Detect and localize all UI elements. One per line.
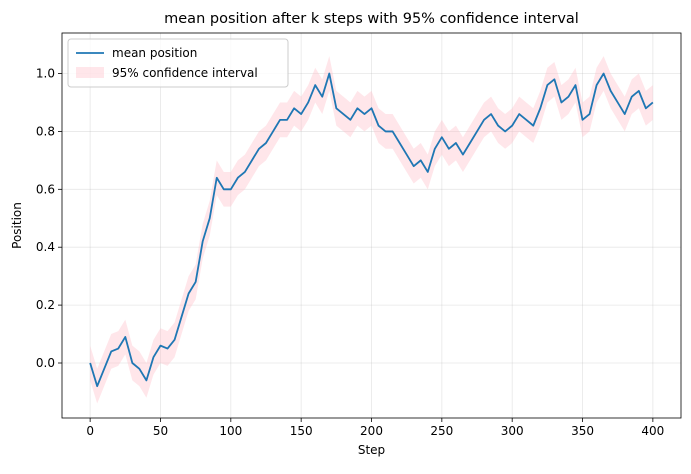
confidence-band <box>90 56 653 404</box>
legend-label-confidence-interval: 95% confidence interval <box>112 66 258 80</box>
mean-position-line <box>89 72 654 388</box>
y-tick-label: 0.8 <box>36 124 55 138</box>
y-tick-label: 0.4 <box>36 240 55 254</box>
ticks: 0 50 100 150 200 250 300 350 400 0.0 0.2 0.4 0.6 0.8 1… <box>36 67 664 438</box>
x-tick-label: 0 <box>86 424 94 438</box>
x-tick-label: 350 <box>571 424 594 438</box>
y-tick-label: 0.6 <box>36 182 55 196</box>
y-tick-label: 0.2 <box>36 298 55 312</box>
x-tick-label: 300 <box>501 424 524 438</box>
x-tick-label: 150 <box>290 424 313 438</box>
legend-label-mean-position: mean position <box>112 46 197 60</box>
x-tick-label: 400 <box>641 424 664 438</box>
y-axis-label: Position <box>10 202 24 249</box>
chart-title: mean position after k steps with 95% con… <box>164 11 579 27</box>
legend-box <box>67 38 289 88</box>
x-tick-label: 50 <box>153 424 168 438</box>
legend-band-swatch <box>76 67 104 78</box>
y-tick-label: 1.0 <box>36 67 55 81</box>
grid <box>62 33 681 418</box>
legend: mean position 95% confidence interval <box>67 38 289 88</box>
x-tick-label: 250 <box>430 424 453 438</box>
y-tick-label: 0.0 <box>36 356 55 370</box>
plot-data <box>89 56 654 404</box>
x-tick-label: 200 <box>360 424 383 438</box>
x-axis-label: Step <box>358 443 385 457</box>
x-tick-label: 100 <box>219 424 242 438</box>
